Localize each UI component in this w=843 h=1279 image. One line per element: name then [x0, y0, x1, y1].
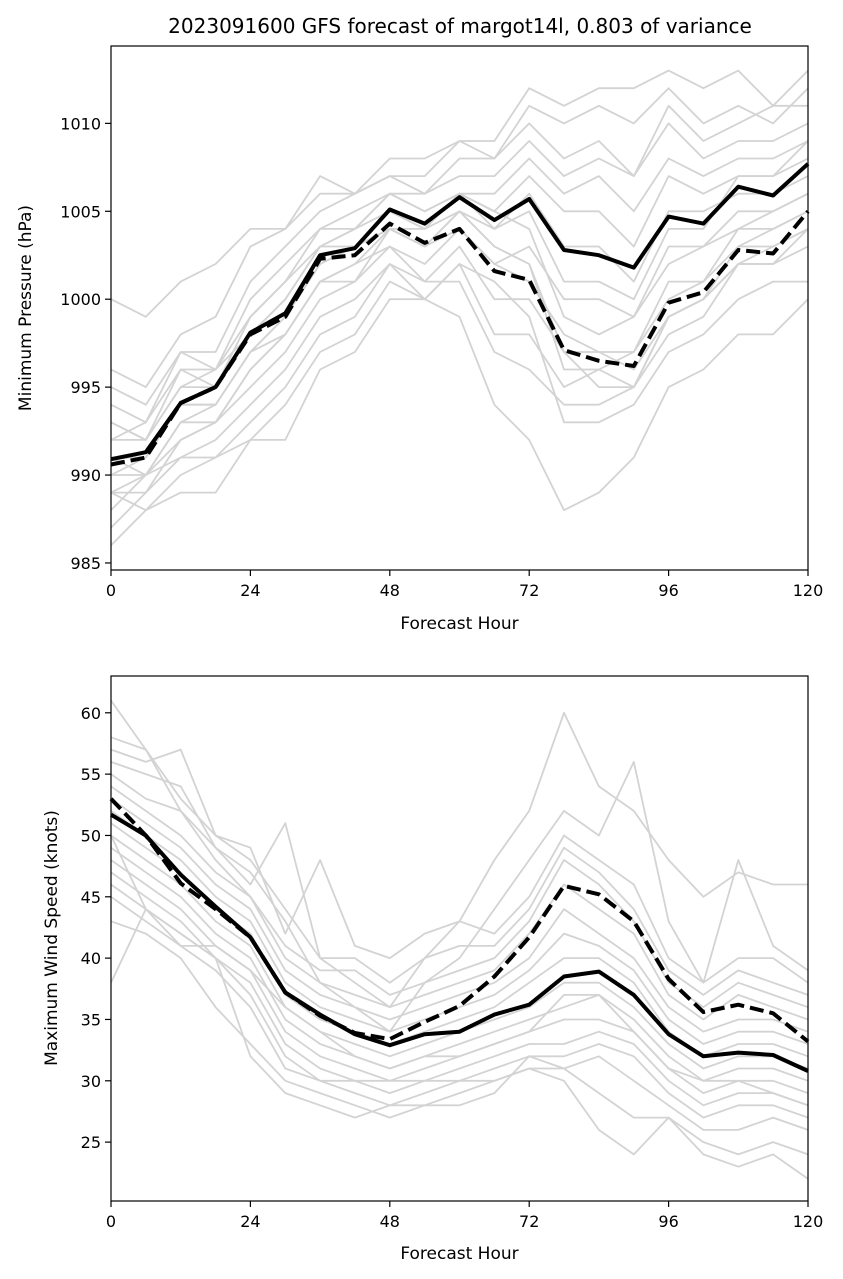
- wind-ensemble-line-17: [110, 908, 809, 1180]
- pressure-y-tick-label: 995: [70, 378, 101, 397]
- wind-x-tick-label: 96: [658, 1212, 678, 1231]
- wind-x-tick-label: 24: [240, 1212, 260, 1231]
- pressure-plot-frame: [110, 45, 809, 571]
- pressure-x-ticks: 0 24 48 72 96 120: [106, 570, 823, 600]
- wind-ensemble-line-3: [110, 748, 809, 984]
- wind-ensemble-line-8: [110, 810, 809, 1045]
- wind-ensemble-line-11: [110, 846, 809, 1082]
- pressure-ensemble-line-17: [110, 140, 809, 441]
- pressure-ensemble-line-3: [110, 104, 808, 406]
- pressure-y-tick-label: 1000: [60, 290, 101, 309]
- pressure-panel: 2023091600 GFS forecast of margot14l, 0.…: [16, 14, 823, 634]
- wind-y-tick-label: 55: [81, 765, 101, 784]
- pressure-y-tick-label: 1010: [60, 114, 101, 133]
- wind-ensemble-line-6: [110, 785, 809, 1021]
- pressure-ensemble-line-11: [110, 245, 809, 529]
- pressure-x-tick-label: 72: [519, 581, 539, 600]
- wind-y-tick-label: 25: [81, 1133, 101, 1152]
- pressure-y-ticks: 985 990 995 1000 1005 1010: [60, 114, 111, 573]
- wind-ensemble-line-5: [110, 773, 809, 1009]
- pressure-y-tick-label: 1005: [60, 202, 101, 221]
- wind-ensemble-line-13: [110, 871, 809, 1107]
- wind-x-tick-label: 48: [380, 1212, 400, 1231]
- pressure-ensemble-line-2: [110, 87, 809, 389]
- wind-y-tick-label: 40: [81, 949, 101, 968]
- wind-lines: [109, 699, 810, 1180]
- pressure-lines: [110, 69, 810, 547]
- wind-dashed-line: [109, 797, 810, 1044]
- pressure-ensemble-line-18: [110, 210, 809, 494]
- wind-ensemble-line-15: [110, 896, 809, 1131]
- pressure-y-tick-label: 985: [70, 554, 101, 573]
- wind-x-axis-label: Forecast Hour: [400, 1244, 518, 1264]
- wind-y-tick-label: 50: [81, 826, 101, 845]
- chart-title: 2023091600 GFS forecast of margot14l, 0.…: [168, 14, 752, 38]
- wind-plot-frame: [110, 675, 809, 1202]
- wind-y-tick-label: 30: [81, 1072, 101, 1091]
- pressure-ensemble-line-12: [110, 280, 809, 547]
- pressure-ensemble-line-13: [110, 263, 808, 512]
- wind-y-ticks: 25 30 35 40 45 50 55 60: [81, 704, 111, 1152]
- wind-panel: 0 24 48 72 96 120 25 30 35 40 45 50 55 60 Forecast H…: [42, 675, 823, 1264]
- wind-x-tick-label: 120: [793, 1212, 824, 1231]
- wind-x-tick-label: 0: [106, 1212, 116, 1231]
- wind-ensemble-line-18: [110, 835, 809, 1107]
- wind-ensemble-line-2: [110, 736, 809, 1033]
- pressure-x-tick-label: 96: [658, 581, 678, 600]
- wind-x-ticks: 0 24 48 72 96 120: [106, 1201, 823, 1231]
- wind-y-tick-label: 35: [81, 1010, 101, 1029]
- pressure-dashed-line: [110, 210, 810, 467]
- pressure-x-tick-label: 24: [240, 581, 260, 600]
- wind-ensemble-line-7: [110, 797, 809, 1033]
- wind-y-tick-label: 60: [81, 704, 101, 723]
- wind-x-tick-label: 72: [519, 1212, 539, 1231]
- wind-y-tick-label: 45: [81, 888, 101, 907]
- pressure-y-axis-label: Minimum Pressure (hPa): [16, 205, 36, 411]
- pressure-ensemble-line-9: [111, 210, 809, 494]
- pressure-x-tick-label: 0: [106, 581, 116, 600]
- pressure-x-tick-label: 120: [793, 581, 824, 600]
- pressure-x-axis-label: Forecast Hour: [400, 614, 518, 634]
- pressure-y-tick-label: 990: [70, 466, 101, 485]
- wind-ensemble-line-4: [110, 761, 809, 996]
- pressure-ensemble-line-4: [110, 122, 809, 424]
- wind-ensemble-line-16: [110, 920, 809, 1156]
- wind-y-axis-label: Maximum Wind Speed (knots): [42, 810, 62, 1066]
- pressure-x-tick-label: 48: [380, 581, 400, 600]
